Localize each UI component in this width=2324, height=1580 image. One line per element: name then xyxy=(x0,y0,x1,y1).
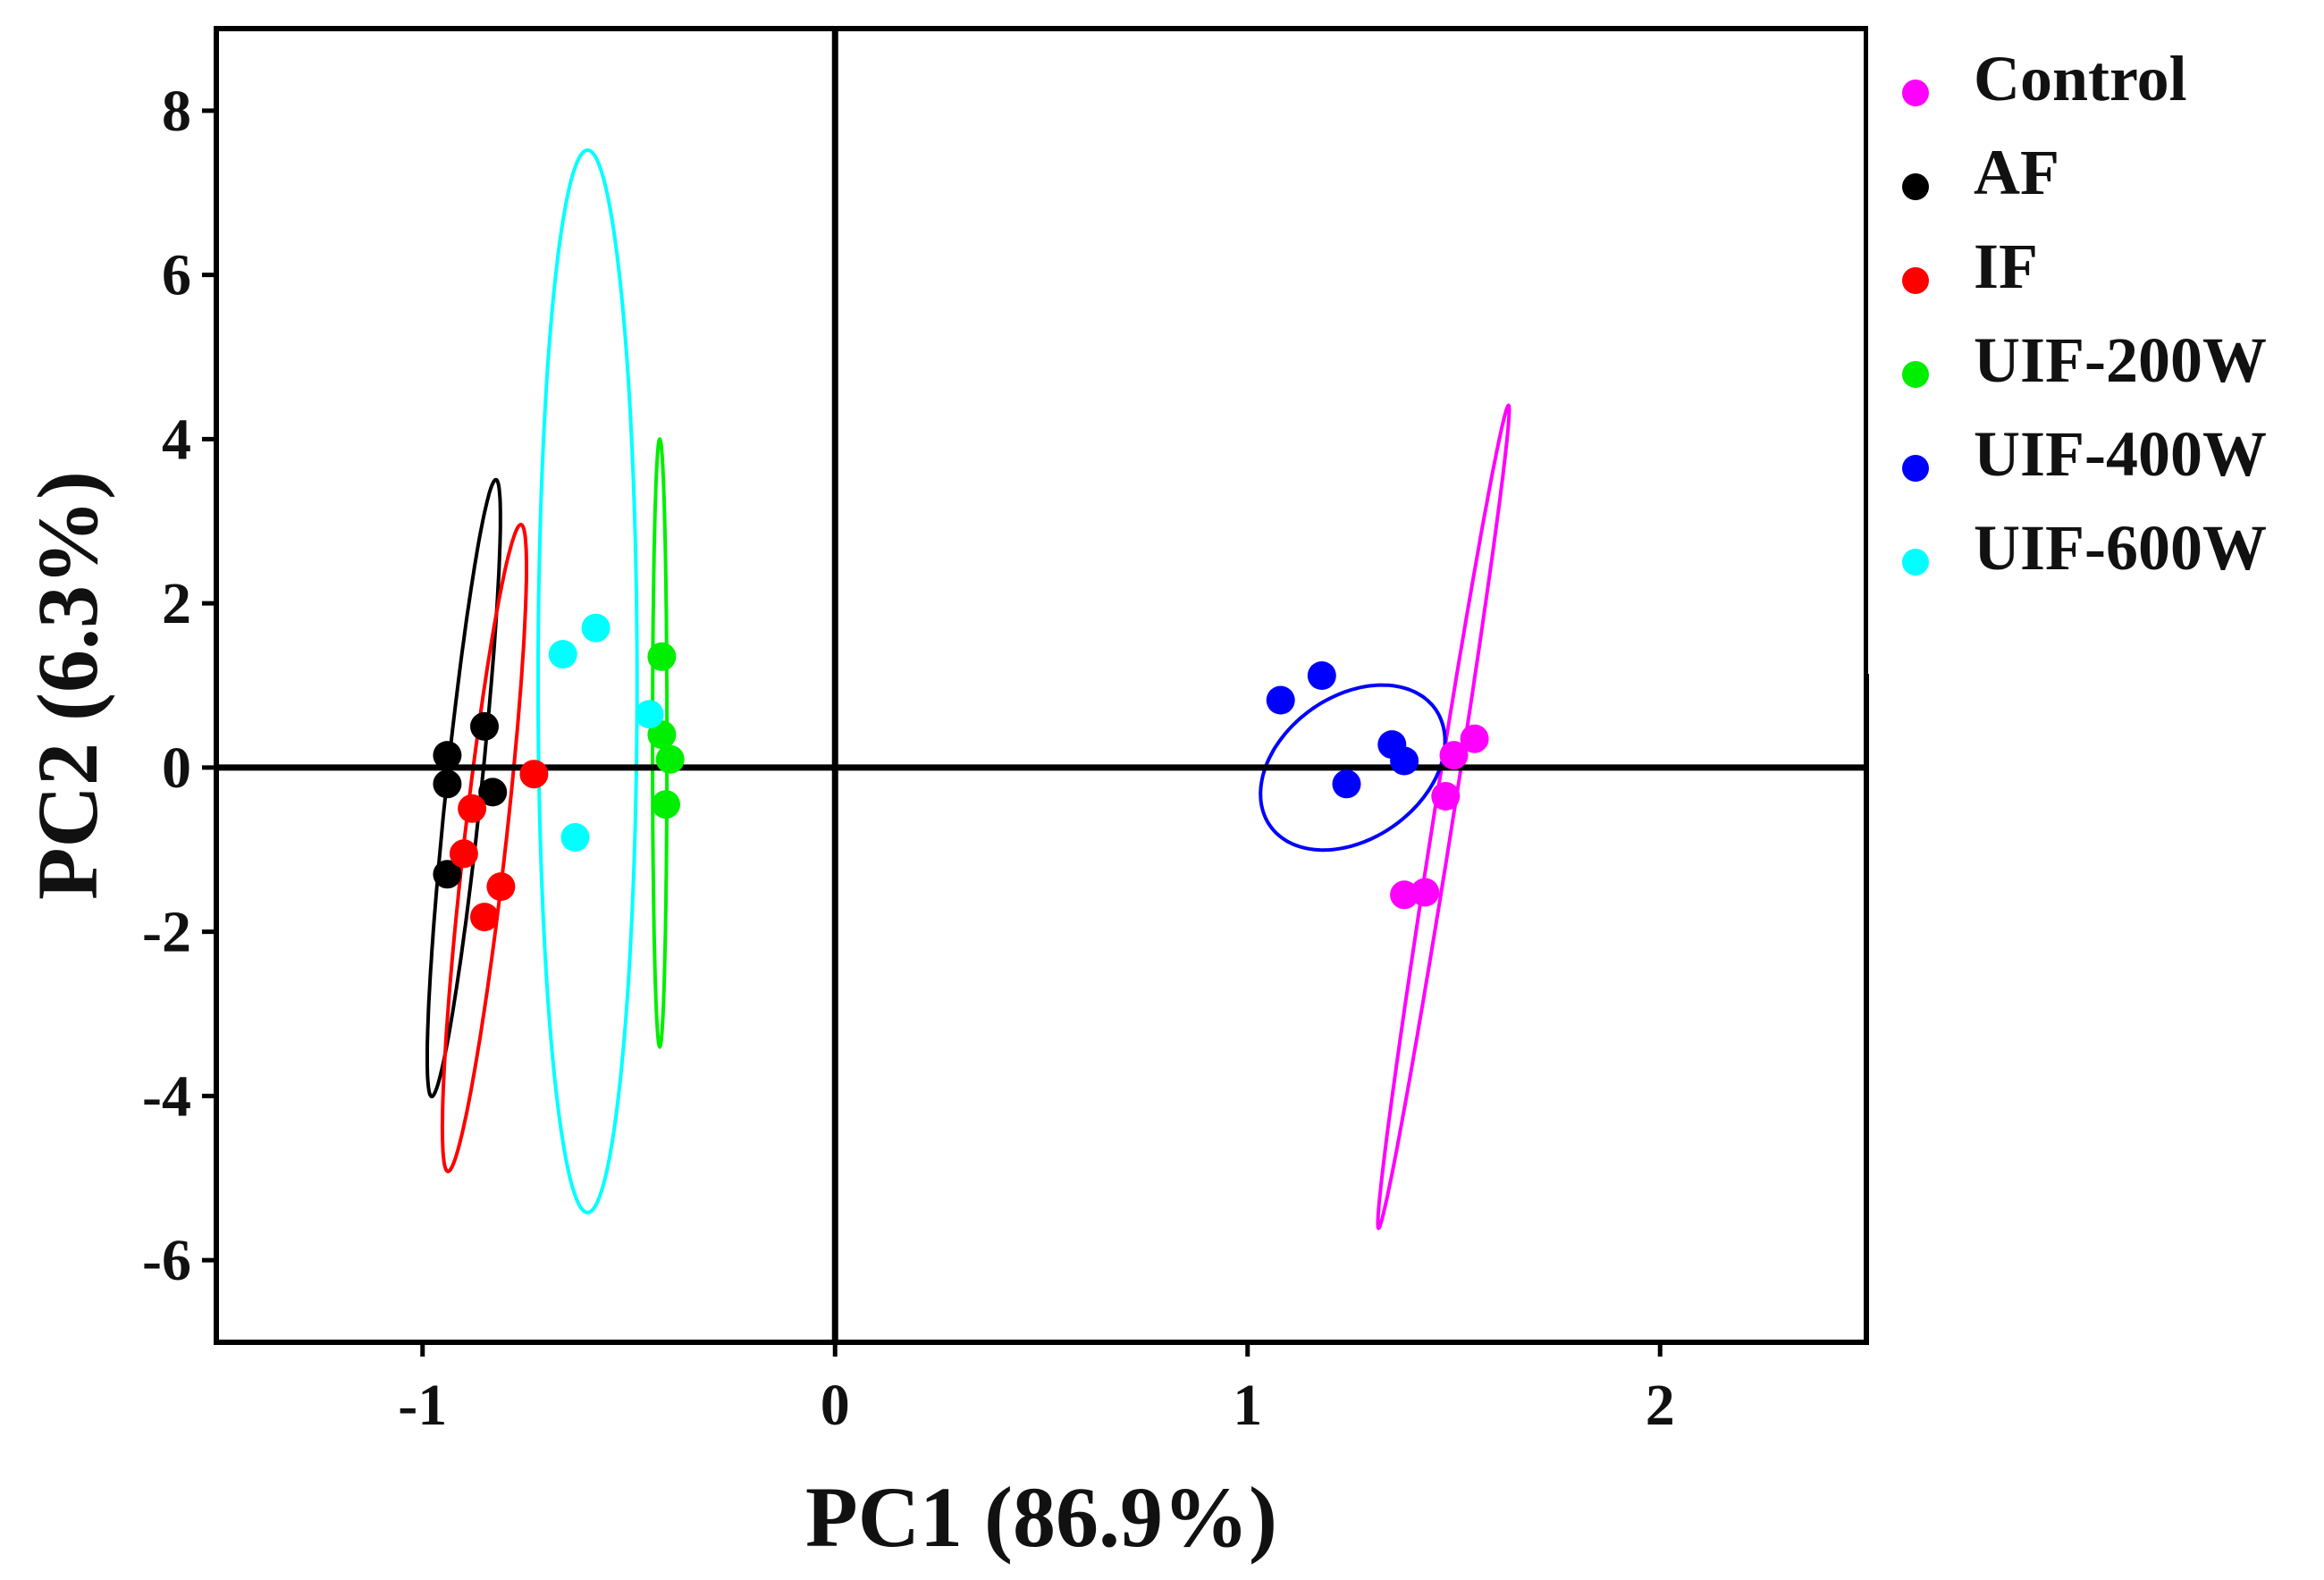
point-control-3 xyxy=(1431,782,1461,811)
point-uif-400w-4 xyxy=(1390,746,1419,776)
point-uif-200w-4 xyxy=(652,790,680,819)
point-uif-400w-2 xyxy=(1266,685,1295,715)
point-if-4 xyxy=(486,872,516,902)
legend-marker-if xyxy=(1902,267,1929,294)
point-af-1 xyxy=(470,711,499,741)
point-af-4 xyxy=(478,777,508,807)
point-uif-200w-1 xyxy=(647,642,677,671)
x-tick-label: -1 xyxy=(398,1373,447,1438)
legend-label-uif-400w: UIF-400W xyxy=(1974,418,2267,490)
point-uif-600w-4 xyxy=(560,823,590,852)
axis-ticks: -1 0 1 2 -6 -4 -2 0 2 4 6 8 xyxy=(142,79,1675,1438)
point-if-2 xyxy=(458,794,487,823)
point-uif-600w-2 xyxy=(548,640,577,669)
point-if-5 xyxy=(470,903,499,932)
y-tick-label: 8 xyxy=(162,79,191,144)
legend-label-af: AF xyxy=(1974,137,2059,208)
x-axis-title: PC1 (86.9%) xyxy=(805,1469,1277,1565)
point-control-5 xyxy=(1410,878,1440,907)
zero-lines xyxy=(216,29,1866,1342)
point-af-3 xyxy=(433,769,462,799)
legend-label-uif-200w: UIF-200W xyxy=(1974,324,2267,396)
legend-label-if: IF xyxy=(1974,231,2038,302)
ellipse-uif-600w xyxy=(536,147,639,1214)
confidence-ellipses xyxy=(425,147,1511,1231)
y-axis-title: PC2 (6.3%) xyxy=(20,471,115,900)
legend: Control AF IF UIF-200W UIF-400W UIF-600W xyxy=(1868,21,2320,674)
point-uif-600w-1 xyxy=(581,613,610,643)
plot-border xyxy=(214,26,1869,1345)
point-uif-600w-3 xyxy=(635,700,664,729)
ellipse-uif-400w xyxy=(1259,683,1447,853)
plot-frame xyxy=(214,26,1869,1345)
ellipse-uif-200w xyxy=(651,436,669,1050)
legend-background xyxy=(1868,21,2320,674)
y-tick-label: 6 xyxy=(162,243,191,308)
legend-marker-uif-400w xyxy=(1902,455,1929,482)
point-af-5 xyxy=(433,860,462,889)
point-af-2 xyxy=(433,741,462,770)
ellipse-control xyxy=(1376,403,1511,1231)
x-tick-label: 2 xyxy=(1646,1373,1675,1438)
y-tick-label: 2 xyxy=(162,571,191,636)
legend-marker-uif-600w xyxy=(1902,549,1929,576)
point-uif-400w-5 xyxy=(1332,769,1361,799)
x-tick-label: 0 xyxy=(821,1373,850,1438)
point-if-1 xyxy=(519,760,549,789)
ellipse-if xyxy=(440,522,528,1173)
y-tick-label: -6 xyxy=(142,1228,191,1293)
legend-marker-control xyxy=(1902,80,1929,106)
legend-label-control: Control xyxy=(1974,43,2187,114)
point-uif-400w-1 xyxy=(1307,661,1336,690)
point-if-3 xyxy=(449,839,478,869)
point-uif-200w-3 xyxy=(655,744,685,774)
data-points xyxy=(433,613,1489,932)
y-tick-label: -2 xyxy=(142,900,191,965)
ellipse-af xyxy=(425,477,502,1098)
point-control-2 xyxy=(1460,724,1489,753)
y-tick-label: -4 xyxy=(142,1063,191,1129)
y-tick-label: 0 xyxy=(162,735,191,801)
x-tick-label: 1 xyxy=(1233,1373,1262,1438)
point-control-1 xyxy=(1439,741,1469,770)
legend-marker-uif-200w xyxy=(1902,361,1929,388)
y-tick-label: 4 xyxy=(162,407,191,472)
legend-label-uif-600w: UIF-600W xyxy=(1974,512,2267,584)
legend-marker-af xyxy=(1902,173,1929,200)
